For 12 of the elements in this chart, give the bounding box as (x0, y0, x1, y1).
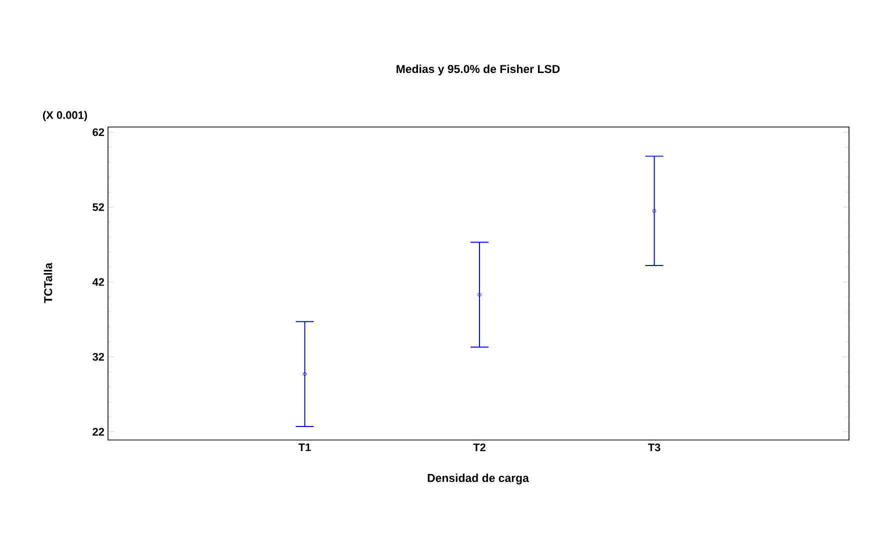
y-tick-label: 62 (92, 128, 104, 136)
x-tick-label: T1 (298, 444, 311, 452)
x-tick-label: T2 (473, 444, 486, 452)
y-tick-label: 32 (92, 352, 104, 361)
y-tick-label: 22 (92, 428, 104, 436)
y-tick-label: 52 (92, 203, 104, 211)
x-axis-title: Densidad de carga (428, 474, 529, 484)
y-tick-label: 42 (92, 278, 104, 286)
text: (X 0.001) (43, 110, 87, 122)
y-axis-title: TCTalla (44, 262, 52, 304)
x-tick-label: T3 (648, 444, 660, 452)
chart-title: Medias y 95.0% de Fisher LSD (396, 64, 560, 76)
